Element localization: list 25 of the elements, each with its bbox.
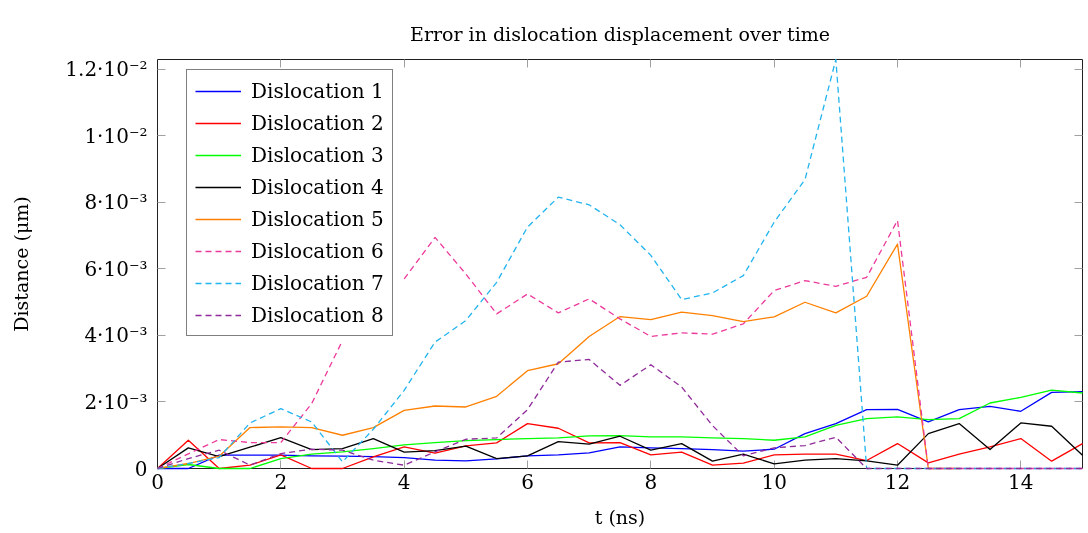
x-tick-label: 14 xyxy=(1008,469,1034,494)
x-tick-label: 2 xyxy=(274,469,288,494)
x-tick-label: 8 xyxy=(644,469,658,494)
x-tick-label: 4 xyxy=(397,469,411,494)
y-tick-label: 6·10⁻³ xyxy=(84,256,148,281)
chart-title: Error in dislocation displacement over time xyxy=(410,22,830,45)
legend-label: Dislocation 1 xyxy=(251,78,384,103)
legend-label: Dislocation 5 xyxy=(251,206,384,231)
y-axis-title: Distance (μm) xyxy=(10,196,33,332)
y-tick-label: 8·10⁻³ xyxy=(84,190,148,215)
legend-label: Dislocation 8 xyxy=(251,302,384,327)
y-tick-label: 2·10⁻³ xyxy=(84,390,148,414)
legend-label: Dislocation 4 xyxy=(251,174,384,199)
x-tick-label: 12 xyxy=(884,469,911,494)
x-tick-label: 0 xyxy=(151,469,164,494)
x-tick-label: 6 xyxy=(521,469,534,494)
x-axis-title: t (ns) xyxy=(594,505,646,528)
y-tick-label: 1.2·10⁻² xyxy=(65,57,148,82)
y-tick-label: 1·10⁻² xyxy=(84,123,148,148)
legend-label: Dislocation 3 xyxy=(251,142,384,167)
y-tick-label: 4·10⁻³ xyxy=(84,323,148,348)
legend-label: Dislocation 2 xyxy=(251,110,384,135)
x-tick-label: 10 xyxy=(761,469,787,494)
legend-label: Dislocation 7 xyxy=(251,270,384,295)
legend-label: Dislocation 6 xyxy=(251,238,384,263)
